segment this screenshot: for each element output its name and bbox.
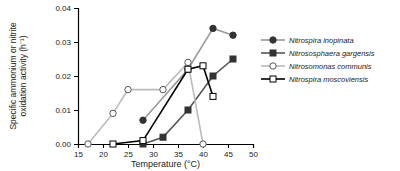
series-marker bbox=[230, 56, 236, 62]
series-marker bbox=[160, 86, 166, 92]
legend-item: Nitrososphaera gargensis bbox=[261, 49, 375, 58]
series-marker bbox=[85, 141, 91, 147]
legend-item: Nitrospira inopinata bbox=[261, 36, 354, 45]
y-tick-mark bbox=[74, 110, 78, 111]
x-tick-mark bbox=[128, 144, 129, 148]
series-marker bbox=[200, 141, 206, 147]
x-tick-label: 50 bbox=[249, 150, 258, 159]
x-axis-title: Temperature (°C) bbox=[131, 159, 200, 169]
y-tick: 0.03 bbox=[55, 38, 78, 47]
y-tick-mark bbox=[74, 42, 78, 43]
legend-label: Nitrososphaera gargensis bbox=[289, 49, 375, 58]
x-tick-label: 30 bbox=[149, 150, 158, 159]
series-line bbox=[143, 28, 233, 120]
legend: Nitrospira inopinata Nitrososphaera garge… bbox=[261, 36, 375, 84]
y-tick: 0.04 bbox=[55, 4, 78, 13]
series-marker bbox=[140, 117, 146, 123]
plot-area bbox=[85, 25, 236, 147]
series-line bbox=[88, 62, 203, 144]
y-tick: 0.02 bbox=[55, 72, 78, 81]
series-marker bbox=[210, 93, 216, 99]
legend-label: Nitrosomonas communis bbox=[289, 62, 372, 71]
legend-label: Nitrospira moscoviensis bbox=[289, 75, 368, 84]
series-marker bbox=[185, 107, 191, 113]
series-marker bbox=[200, 63, 206, 69]
series-marker bbox=[185, 59, 191, 65]
x-tick-label: 45 bbox=[224, 150, 233, 159]
x-tick-label: 15 bbox=[74, 150, 83, 159]
series-marker bbox=[160, 134, 166, 140]
y-axis: 0.00 0.01 0.02 0.03 0.04 bbox=[55, 4, 78, 149]
legend-item: Nitrospira moscoviensis bbox=[261, 75, 368, 84]
series-line bbox=[113, 66, 213, 144]
y-tick-label: 0.01 bbox=[55, 106, 71, 115]
x-tick: 25 bbox=[124, 144, 133, 159]
series-marker bbox=[210, 73, 216, 79]
legend-marker bbox=[270, 50, 276, 56]
y-tick-label: 0.03 bbox=[55, 38, 71, 47]
x-axis-line bbox=[79, 145, 254, 149]
x-axis: 15 20 25 30 35 40 45 50 bbox=[74, 144, 258, 159]
legend-marker bbox=[270, 37, 276, 43]
legend-item: Nitrosomonas communis bbox=[261, 62, 372, 71]
y-axis-title: Specific ammonium or nitriteoxidation ac… bbox=[8, 22, 28, 130]
y-tick: 0.01 bbox=[55, 106, 78, 115]
x-tick: 50 bbox=[249, 144, 258, 159]
x-tick-mark bbox=[253, 144, 254, 148]
x-tick-mark bbox=[153, 144, 154, 148]
x-tick: 35 bbox=[174, 144, 183, 159]
x-tick: 30 bbox=[149, 144, 158, 159]
x-tick: 20 bbox=[99, 144, 108, 159]
legend-marker bbox=[270, 76, 276, 82]
x-tick-mark bbox=[103, 144, 104, 148]
series-marker bbox=[110, 141, 116, 147]
x-tick: 45 bbox=[224, 144, 233, 159]
legend-label: Nitrospira inopinata bbox=[289, 36, 354, 45]
y-tick-mark bbox=[74, 76, 78, 77]
x-tick-label: 40 bbox=[199, 150, 208, 159]
y-tick-mark bbox=[74, 8, 78, 9]
x-tick-label: 25 bbox=[124, 150, 133, 159]
y-tick: 0.00 bbox=[55, 140, 78, 149]
x-tick-mark bbox=[178, 144, 179, 148]
y-tick-label: 0.04 bbox=[55, 4, 71, 13]
y-tick-label: 0.00 bbox=[55, 140, 71, 149]
x-tick-mark bbox=[228, 144, 229, 148]
y-tick-mark bbox=[74, 144, 78, 145]
series-marker bbox=[210, 25, 216, 31]
y-tick-label: 0.02 bbox=[55, 72, 71, 81]
legend-marker bbox=[270, 63, 276, 69]
series-line bbox=[143, 59, 233, 144]
series-marker bbox=[185, 66, 191, 72]
series-marker bbox=[185, 66, 191, 72]
x-tick-label: 35 bbox=[174, 150, 183, 159]
series-marker bbox=[230, 32, 236, 38]
y-axis-line bbox=[74, 9, 79, 145]
series-marker bbox=[140, 138, 146, 144]
x-tick: 15 bbox=[74, 144, 83, 159]
series-marker bbox=[125, 86, 131, 92]
x-tick-label: 20 bbox=[99, 150, 108, 159]
series-marker bbox=[110, 110, 116, 116]
